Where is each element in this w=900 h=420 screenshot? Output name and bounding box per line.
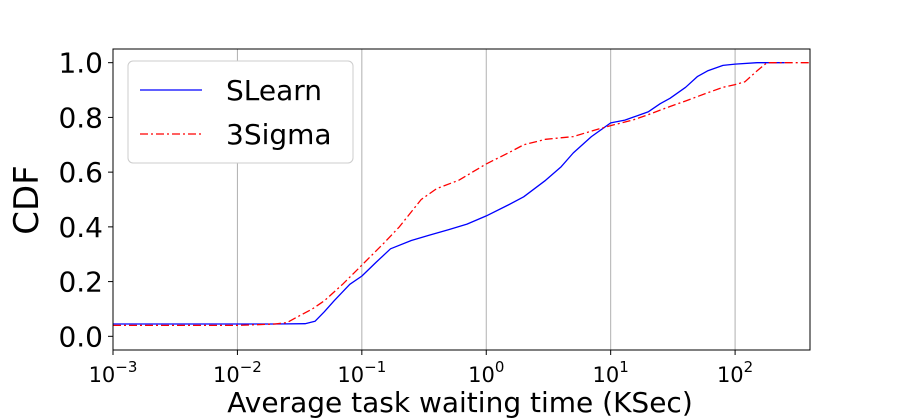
y-tick-label: 0.2 bbox=[58, 266, 103, 299]
legend-label-3sigma: 3Sigma bbox=[226, 118, 332, 151]
ticks-layer: 10−3 10−2 10−1 100 101 102 0.0 0.2 0.4 0.6 0.8 1.0 bbox=[58, 47, 753, 387]
legend: SLearn 3Sigma bbox=[127, 60, 354, 164]
grid-layer bbox=[236, 49, 736, 350]
x-tick-label: 10−2 bbox=[213, 358, 262, 387]
x-tick-label: 100 bbox=[468, 358, 504, 387]
x-tick-label: 10−3 bbox=[89, 358, 138, 387]
plot-area-frame bbox=[112, 48, 811, 351]
x-tick-label: 102 bbox=[717, 358, 753, 387]
x-axis-label: Average task waiting time (KSec) bbox=[227, 386, 693, 419]
x-tick-label: 10−1 bbox=[337, 358, 386, 387]
series-line-slearn bbox=[113, 62, 785, 325]
y-tick-label: 1.0 bbox=[58, 47, 103, 80]
legend-frame bbox=[127, 60, 354, 164]
y-tick-label: 0.4 bbox=[58, 211, 103, 244]
series-line-3sigma bbox=[113, 62, 810, 327]
legend-label-slearn: SLearn bbox=[226, 74, 322, 107]
series-layer bbox=[113, 62, 810, 327]
x-tick-label: 101 bbox=[593, 358, 629, 387]
y-tick-label: 0.8 bbox=[58, 101, 103, 134]
y-axis-label: CDF bbox=[7, 165, 47, 234]
y-tick-label: 0.0 bbox=[58, 320, 103, 353]
y-tick-label: 0.6 bbox=[58, 156, 103, 189]
